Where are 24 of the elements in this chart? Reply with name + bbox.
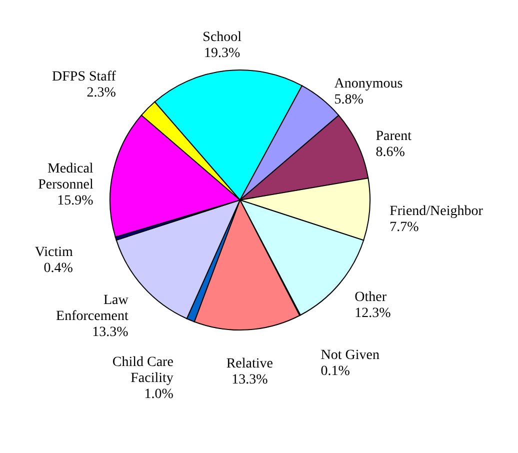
- slice-label: Medical Personnel: [38, 162, 94, 193]
- slice-label: Anonymous: [334, 76, 403, 92]
- slice-label: Friend/Neighbor: [390, 204, 484, 219]
- slice-label: Parent: [376, 129, 412, 144]
- slice-label: Law Enforcement: [56, 293, 130, 324]
- slice-label: DFPS Staff: [52, 70, 116, 85]
- slice-label: School: [202, 30, 242, 45]
- data-label: 0.4%: [44, 260, 74, 276]
- data-label: 5.8%: [334, 92, 364, 108]
- data-label: 1.0%: [144, 386, 174, 402]
- data-label: 2.3%: [86, 86, 116, 101]
- data-label: 0.1%: [320, 364, 350, 380]
- slice-label: Relative: [226, 356, 273, 372]
- data-label: 7.7%: [390, 220, 420, 235]
- slice-label: Victim: [34, 244, 73, 260]
- data-label: 8.6%: [376, 145, 406, 160]
- data-label: 15.9%: [57, 194, 94, 209]
- data-label: 12.3%: [354, 306, 392, 321]
- slice-label: Child Care Facility: [112, 354, 174, 386]
- data-label: 13.3%: [92, 325, 129, 340]
- slice-label: Not Given: [320, 348, 380, 364]
- slice-label: Other: [354, 290, 387, 305]
- data-label: 19.3%: [204, 46, 241, 61]
- data-label: 13.3%: [232, 372, 268, 388]
